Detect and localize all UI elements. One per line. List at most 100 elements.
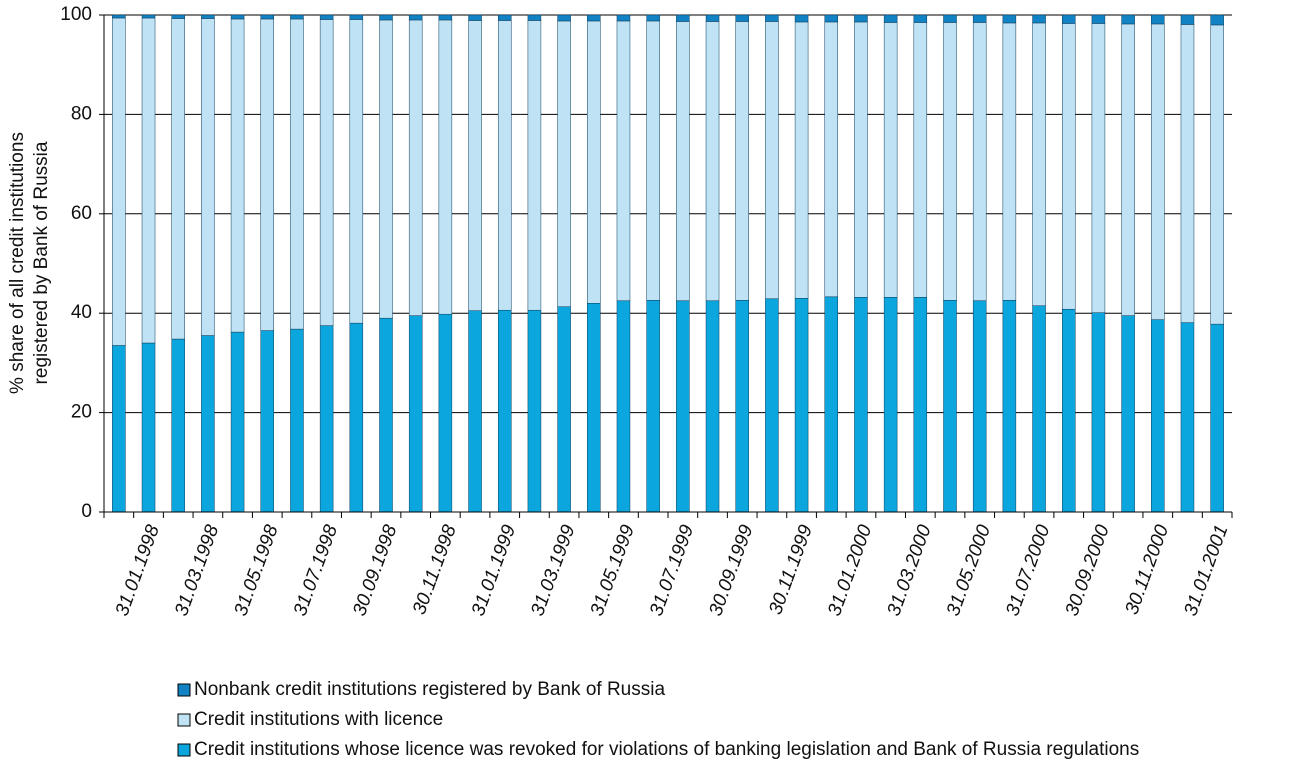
bar-segment bbox=[1151, 319, 1165, 513]
bar-segment bbox=[1091, 14, 1106, 24]
bar-segment bbox=[141, 14, 156, 19]
bar-segment bbox=[1061, 308, 1076, 513]
bar-segment bbox=[497, 309, 512, 513]
bar-segment bbox=[616, 300, 631, 513]
bar-segment bbox=[1151, 23, 1165, 320]
y-tick-label: 20 bbox=[71, 402, 92, 423]
y-tick-label: 40 bbox=[71, 302, 92, 323]
legend-swatch bbox=[177, 743, 191, 757]
bar-segment bbox=[290, 328, 304, 513]
bar-segment bbox=[854, 14, 868, 23]
bar-segment bbox=[735, 300, 749, 513]
bar-segment bbox=[676, 21, 690, 302]
x-tick-label: 31.03.1999 bbox=[527, 522, 579, 619]
bar-segment bbox=[587, 20, 601, 304]
x-tick-label: 31.07.2000 bbox=[1002, 522, 1054, 619]
legend-label: Credit institutions with licence bbox=[194, 709, 443, 730]
bar-segment bbox=[1002, 22, 1017, 301]
bar-segment bbox=[201, 18, 215, 336]
bar-segment bbox=[408, 315, 423, 513]
bar-segment bbox=[260, 14, 275, 20]
bar-segment bbox=[438, 19, 453, 315]
x-tick-label: 31.07.1998 bbox=[290, 522, 342, 619]
bar-segment bbox=[201, 14, 215, 19]
y-axis-title: % share of all credit institutions regis… bbox=[7, 132, 52, 394]
x-tick-label: 31.05.1998 bbox=[230, 522, 282, 619]
bar-segment bbox=[616, 14, 631, 22]
bar-segment bbox=[824, 21, 839, 298]
bar-segment bbox=[943, 22, 957, 301]
x-tick-label: 30.11.2000 bbox=[1121, 522, 1173, 618]
bar-segment bbox=[794, 14, 809, 23]
bar-segment bbox=[735, 14, 749, 22]
bar-segment bbox=[705, 14, 720, 22]
bar-segment bbox=[972, 22, 987, 302]
bar-segment bbox=[972, 14, 987, 23]
bar-segment bbox=[794, 21, 809, 299]
bar-segment bbox=[1121, 23, 1135, 316]
bar-segment bbox=[883, 14, 898, 23]
bar-segment bbox=[972, 300, 987, 513]
bar-segment bbox=[765, 14, 779, 22]
bar-segment bbox=[349, 19, 364, 324]
bar-segment bbox=[497, 20, 512, 311]
bar-segment bbox=[1121, 315, 1135, 513]
x-tick-label: 31.01.2000 bbox=[824, 522, 876, 619]
bar-segment bbox=[230, 14, 245, 20]
bar-segment bbox=[1032, 305, 1046, 513]
bar-segment bbox=[230, 331, 245, 513]
x-tick-label: 30.09.1998 bbox=[349, 522, 401, 619]
bar-segment bbox=[1061, 23, 1076, 310]
bar-segment bbox=[676, 300, 690, 513]
bar-segment bbox=[557, 306, 571, 513]
x-tick-label: 31.07.1999 bbox=[646, 522, 698, 619]
bar-segment bbox=[824, 296, 839, 513]
x-tick-label: 31.03.2000 bbox=[883, 522, 935, 619]
bar-segment bbox=[1032, 22, 1046, 306]
bar-segment bbox=[943, 14, 957, 23]
bar-segment bbox=[438, 14, 453, 21]
bar-segment bbox=[112, 14, 126, 19]
bar-segment bbox=[913, 22, 928, 298]
bar-segment bbox=[379, 19, 393, 319]
x-tick-label: 31.03.1998 bbox=[171, 522, 223, 619]
bar-segment bbox=[1210, 14, 1224, 26]
bar-segment bbox=[1002, 14, 1017, 24]
legend-label: Nonbank credit institutions registered b… bbox=[194, 679, 665, 700]
bar-segment bbox=[587, 14, 601, 22]
bar-segment bbox=[230, 18, 245, 333]
y-tick-label: 80 bbox=[71, 103, 92, 124]
legend-swatch bbox=[177, 683, 191, 697]
x-tick-label: 31.01.1999 bbox=[468, 522, 520, 619]
bar-segment bbox=[141, 342, 156, 513]
bar-segment bbox=[497, 14, 512, 21]
bar-segment bbox=[735, 21, 749, 301]
bar-segment bbox=[260, 18, 275, 331]
y-axis-title-line: % share of all credit institutions bbox=[7, 132, 28, 394]
bar-segment bbox=[646, 300, 660, 513]
bar-segment bbox=[319, 14, 334, 20]
bar-segment bbox=[587, 303, 601, 513]
bar-segment bbox=[1151, 14, 1165, 25]
bar-segment bbox=[705, 21, 720, 302]
bar-segment bbox=[527, 14, 542, 21]
bar-segment bbox=[824, 14, 839, 23]
bar-segment bbox=[319, 325, 334, 513]
bar-segment bbox=[408, 14, 423, 21]
bar-segment bbox=[943, 300, 957, 513]
bar-segment bbox=[883, 22, 898, 298]
y-tick-label: 100 bbox=[60, 4, 92, 25]
bar-segment bbox=[1210, 323, 1224, 513]
x-tick-label: 30.11.1999 bbox=[765, 522, 817, 618]
legend-label: Credit institutions whose licence was re… bbox=[194, 739, 1139, 760]
bar-segment bbox=[765, 21, 779, 300]
bar-segment bbox=[201, 335, 215, 513]
bar-segment bbox=[883, 297, 898, 513]
bar-segment bbox=[794, 298, 809, 513]
bar-segment bbox=[1210, 24, 1224, 325]
bar-segment bbox=[765, 298, 779, 513]
bar-segment bbox=[1121, 14, 1135, 25]
bar-segment bbox=[112, 17, 126, 346]
x-tick-label: 31.05.2000 bbox=[943, 522, 995, 619]
